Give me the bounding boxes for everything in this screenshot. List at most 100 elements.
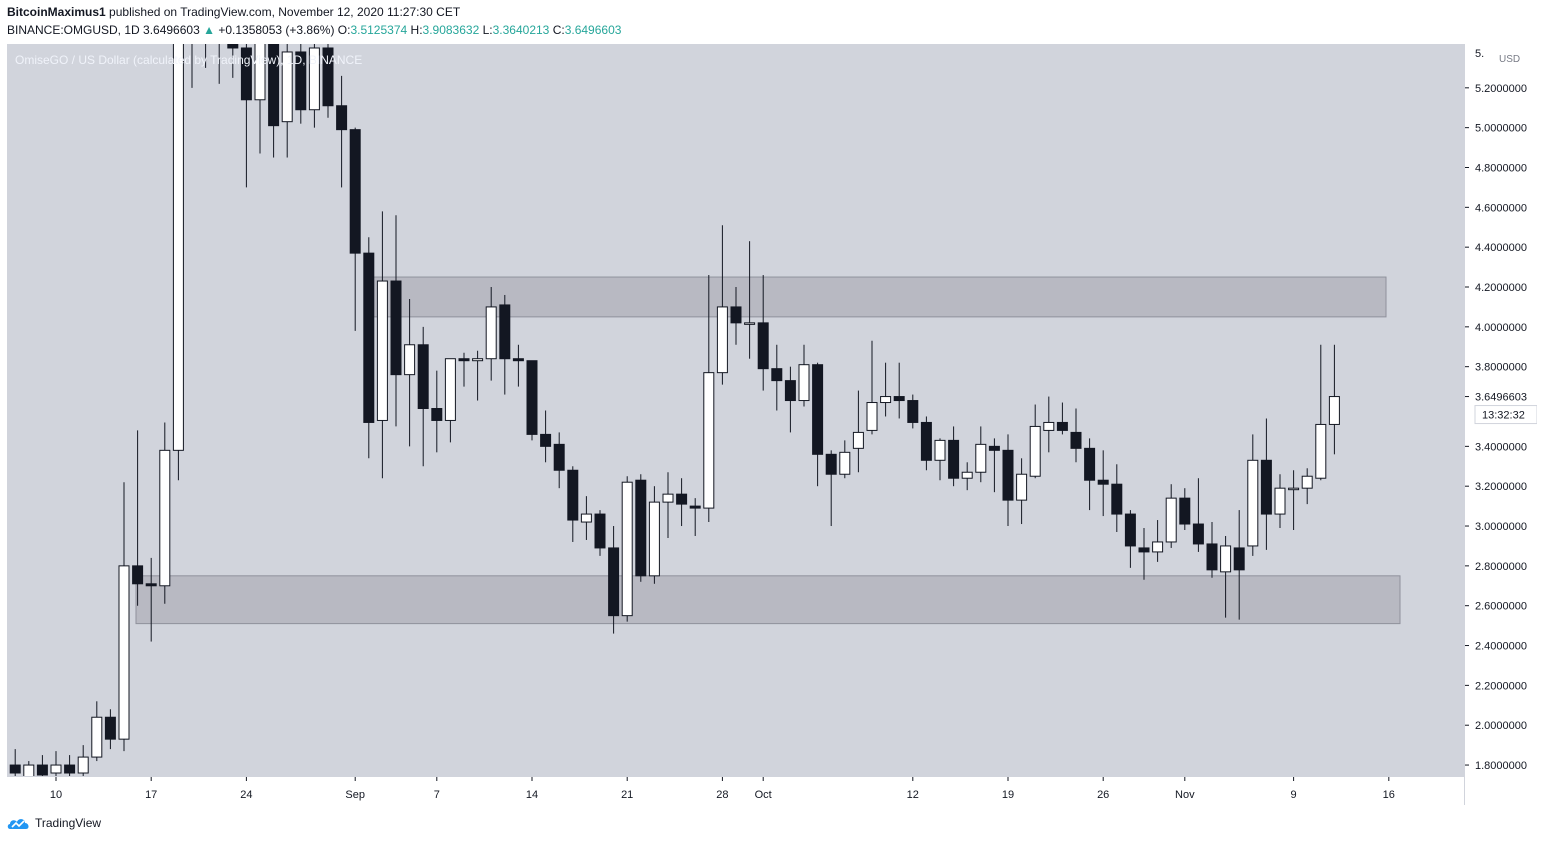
candle: [771, 344, 783, 411]
candle: [608, 526, 620, 634]
candle: [812, 362, 824, 487]
candle: [254, 44, 266, 154]
candle: [308, 44, 320, 128]
candle: [9, 749, 21, 776]
candle-body: [1029, 425, 1041, 477]
candle: [730, 287, 742, 345]
candle-body: [825, 453, 837, 475]
low-value: 3.3640213: [492, 23, 550, 37]
candle-body: [689, 505, 701, 509]
candle: [205, 44, 207, 68]
candle-body: [417, 344, 429, 410]
candle: [580, 496, 592, 540]
candle-body: [268, 44, 280, 127]
candle-body: [431, 408, 443, 421]
candle-body: [567, 469, 579, 521]
candle: [1138, 528, 1150, 580]
low-label: L:: [482, 23, 493, 37]
time-tick-label: Sep: [345, 789, 365, 801]
candle-body: [907, 400, 919, 423]
current-price-label: 3.6496603: [1475, 392, 1527, 404]
candle: [36, 755, 48, 776]
candle: [567, 466, 579, 542]
candle: [1016, 458, 1028, 525]
candle: [594, 510, 606, 556]
price-tick-label: 5.2000000: [1475, 83, 1527, 95]
candle-body: [444, 358, 456, 421]
candle-body: [1165, 497, 1177, 543]
candle: [417, 326, 429, 467]
candle: [1315, 344, 1327, 481]
open-label: O:: [337, 23, 351, 37]
chart-pane[interactable]: OmiseGO / US Dollar (calculated by Tradi…: [7, 44, 1464, 776]
candle-body: [240, 47, 252, 101]
candle: [349, 127, 361, 331]
candle-body: [1043, 421, 1055, 431]
candle: [472, 350, 484, 401]
candle: [77, 745, 89, 776]
candle: [1220, 535, 1232, 618]
candlestick-chart[interactable]: [7, 44, 1464, 776]
candle: [852, 390, 864, 473]
candle: [961, 462, 973, 491]
candle-body: [1220, 545, 1232, 573]
candle: [866, 340, 878, 435]
candle: [798, 344, 810, 407]
candle-body: [1301, 475, 1313, 489]
candle-body: [662, 493, 674, 503]
publish-date: published on TradingView.com, November 1…: [109, 5, 461, 19]
candle: [1152, 520, 1164, 562]
time-tick-label: Nov: [1175, 789, 1195, 801]
candle-body: [499, 304, 511, 360]
price-tick-label: 2.6000000: [1475, 601, 1527, 613]
candle-body: [295, 51, 307, 111]
candle-body: [948, 439, 960, 479]
price-tick-label: 4.8000000: [1475, 162, 1527, 174]
candle: [145, 557, 157, 642]
candle: [526, 360, 538, 441]
candle: [648, 486, 660, 584]
candle-body: [64, 764, 76, 774]
price-tick-label: 3.8000000: [1475, 362, 1527, 374]
price-tick-label: 2.8000000: [1475, 561, 1527, 573]
candle-body: [23, 764, 35, 776]
candle: [553, 432, 565, 489]
candle-body: [553, 443, 565, 471]
candle: [1111, 464, 1123, 532]
candle-body: [227, 44, 239, 49]
publish-info: BitcoinMaximus1 published on TradingView…: [7, 5, 460, 19]
symbol-label: BINANCE:OMGUSD, 1D: [7, 23, 140, 37]
candle: [191, 44, 193, 88]
author-name[interactable]: BitcoinMaximus1: [7, 5, 106, 19]
candle-body: [485, 306, 497, 360]
candle: [485, 287, 497, 381]
candle: [458, 352, 470, 387]
time-scale[interactable]: 10 17 24 Sep 7 14 21 28 Oct 12 19 26 Nov 9 16: [7, 776, 1464, 806]
candle: [227, 44, 239, 78]
candle: [118, 482, 130, 752]
candle-body: [77, 756, 89, 774]
close-value: 3.6496603: [564, 23, 622, 37]
candle-body: [880, 396, 892, 404]
candle-body: [1070, 431, 1082, 449]
candle-body: [621, 481, 633, 617]
candle-body: [390, 280, 402, 376]
time-tick-label: 24: [240, 789, 252, 801]
candle: [1233, 510, 1245, 620]
candle: [1247, 434, 1259, 556]
candle-body: [866, 402, 878, 431]
price-axis: 5.2000000 5.0000000 4.8000000 4.6000000 4.40…: [1465, 48, 1538, 772]
candle: [540, 410, 552, 463]
candle-body: [1260, 459, 1272, 515]
price-scale[interactable]: 5.2000000 5.0000000 4.8000000 4.6000000 4.40…: [1464, 44, 1538, 805]
candle-body: [159, 449, 171, 587]
candle-body: [1233, 547, 1245, 571]
ohlc-legend: BINANCE:OMGUSD, 1D 3.6496603 ▲ +0.135805…: [7, 23, 621, 37]
tradingview-footer[interactable]: TradingView: [7, 816, 101, 830]
candle-body: [975, 443, 987, 473]
candle: [50, 751, 62, 776]
candle: [1192, 478, 1204, 552]
candle-body: [336, 105, 348, 131]
candle-body: [920, 421, 932, 461]
candle-body: [349, 129, 361, 254]
